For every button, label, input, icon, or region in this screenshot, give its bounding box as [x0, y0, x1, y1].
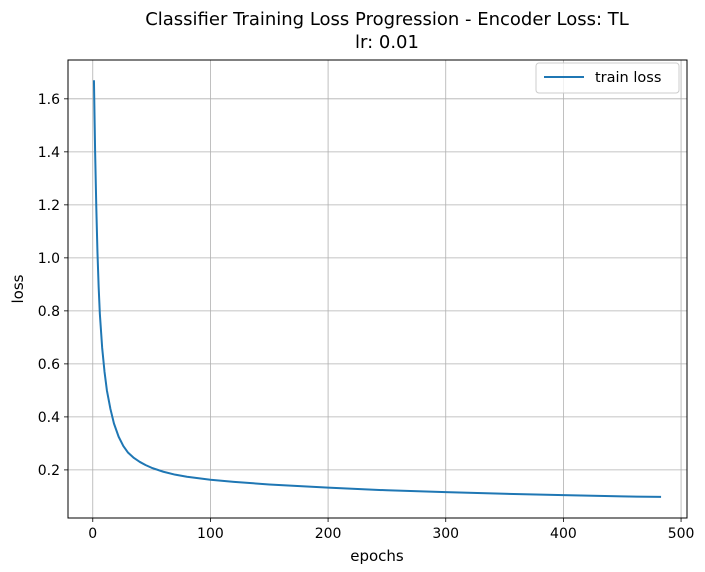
y-tick-label: 0.8	[38, 304, 60, 320]
series-layer	[92, 80, 662, 498]
x-tick-label: 300	[432, 526, 459, 542]
x-tick-label: 0	[88, 526, 97, 542]
y-tick-label: 0.6	[38, 357, 60, 373]
chart-subtitle: lr: 0.01	[355, 32, 419, 53]
x-tick-label: 500	[668, 526, 695, 542]
x-axis-label: epochs	[350, 547, 404, 565]
y-axis-label: loss	[9, 274, 27, 303]
x-tick-label: 200	[315, 526, 342, 542]
series-line-train-loss	[92, 80, 662, 498]
x-tick-label: 400	[550, 526, 577, 542]
y-tick-label: 1.4	[38, 145, 60, 161]
legend: train loss	[535, 62, 680, 94]
legend-label-train-loss: train loss	[595, 70, 661, 86]
plot-frame	[67, 59, 688, 519]
y-tick-label: 1.0	[38, 251, 60, 267]
chart-title: Classifier Training Loss Progression - E…	[145, 9, 629, 30]
ticks: 0 100 200 300 400 500 0.2 0.4 0.6 0.8 1.0 1.2 1.4 1.6	[38, 92, 695, 542]
y-tick-label: 0.2	[38, 463, 60, 479]
legend-box	[535, 62, 680, 94]
grid	[68, 60, 687, 518]
x-tick-label: 100	[197, 526, 224, 542]
y-tick-label: 1.2	[38, 198, 60, 214]
y-tick-label: 1.6	[38, 92, 60, 108]
y-tick-label: 0.4	[38, 410, 60, 426]
